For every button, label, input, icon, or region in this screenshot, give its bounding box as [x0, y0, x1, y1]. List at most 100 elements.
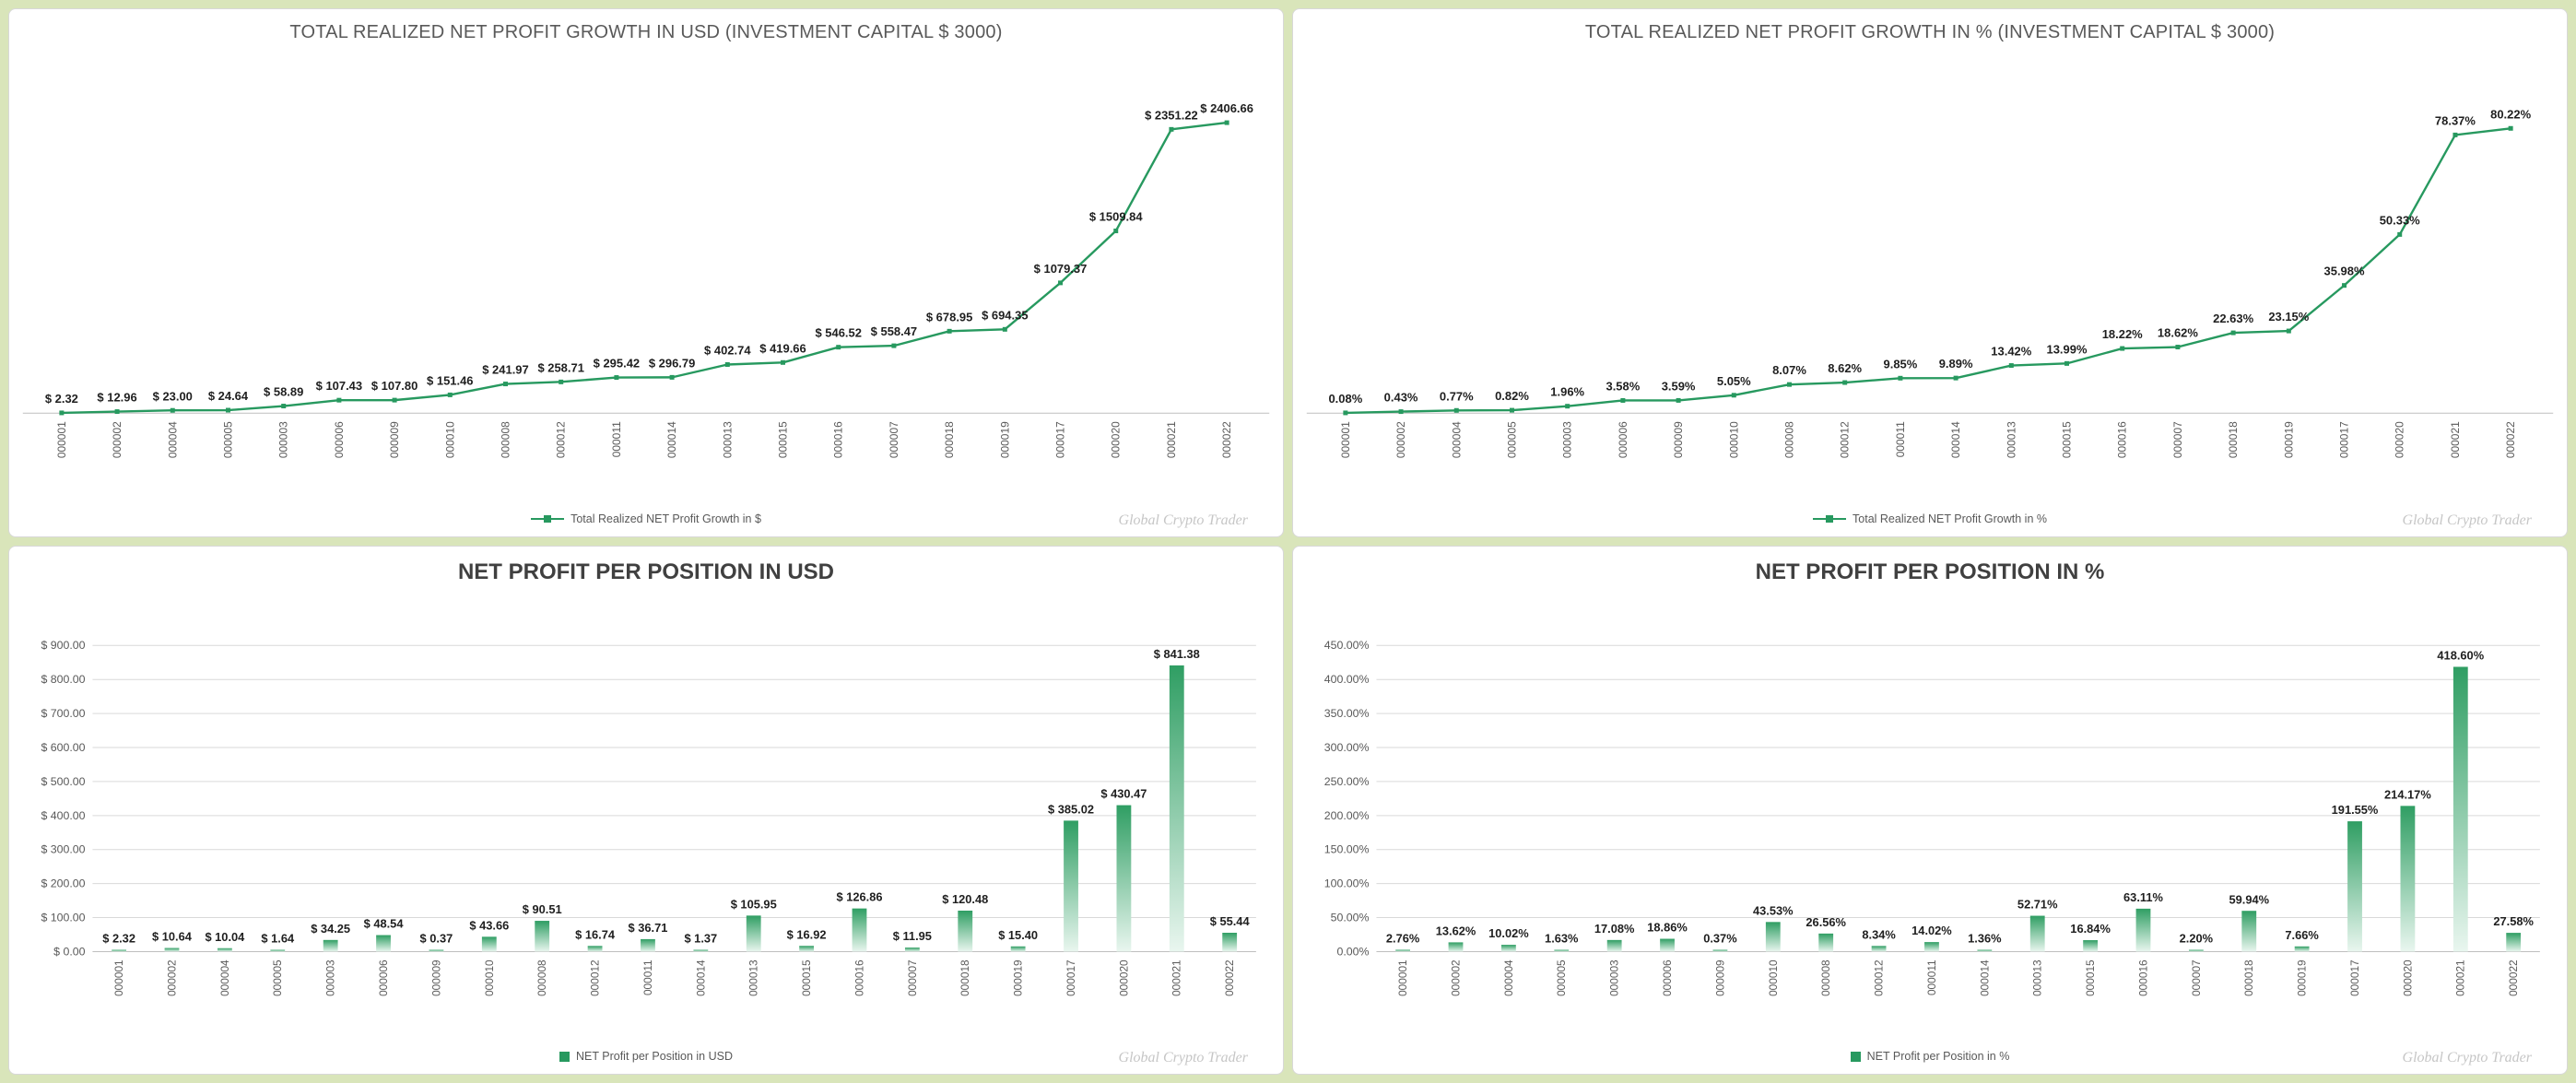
category-label: 000020	[1117, 959, 1130, 996]
y-tick-label: 300.00%	[1324, 741, 1370, 754]
data-label: 52.71%	[2017, 898, 2058, 912]
point-marker	[724, 362, 730, 367]
data-label: 8.34%	[1862, 927, 1896, 941]
point-marker	[2120, 346, 2125, 351]
data-label: $ 0.37	[420, 932, 453, 946]
point-marker	[2175, 345, 2181, 350]
watermark: Global Crypto Trader	[2402, 512, 2532, 528]
category-label: 000020	[2401, 959, 2414, 996]
category-label: 000013	[747, 959, 760, 996]
bar	[1169, 665, 1184, 952]
y-tick-label: $ 400.00	[41, 809, 85, 822]
category-label: 000017	[2338, 421, 2351, 458]
point-marker	[781, 359, 786, 365]
y-tick-label: $ 0.00	[53, 945, 85, 958]
bar	[1064, 820, 1078, 952]
data-label: 2.76%	[1386, 932, 1420, 946]
data-label: $ 43.66	[469, 918, 509, 932]
data-label: $ 23.00	[153, 389, 193, 403]
y-tick-label: $ 600.00	[41, 741, 85, 754]
category-label: 000012	[555, 421, 568, 458]
point-marker	[1953, 375, 1958, 381]
y-tick-label: $ 200.00	[41, 877, 85, 890]
data-label: 63.11%	[2123, 890, 2163, 904]
y-tick-label: 50.00%	[1331, 912, 1370, 924]
point-marker	[1224, 120, 1229, 125]
category-label: 000010	[1727, 421, 1740, 458]
point-marker	[1169, 126, 1174, 132]
category-label: 000018	[959, 959, 971, 996]
point-marker	[2230, 330, 2236, 335]
bar	[2452, 666, 2468, 952]
bar	[535, 921, 550, 952]
chart-legend: Total Realized NET Profit Growth in %	[1813, 512, 2047, 525]
bar	[1977, 949, 1993, 952]
bar-chart-profit-per-position-usd: $ 0.00 $ 100.00 $ 200.00 $ 300.00 $ 400.00 $ …	[41, 639, 1256, 996]
chart-footer: NET Profit per Position in % Global Cryp…	[1293, 1044, 2567, 1068]
chart-legend: NET Profit per Position in USD	[559, 1050, 733, 1063]
point-marker	[447, 392, 453, 397]
y-tick-label: 0.00%	[1337, 945, 1370, 958]
category-label: 000015	[2061, 421, 2074, 458]
chart-panel-profit-per-position-pct: NET PROFIT PER POSITION IN % 0.00% 50.00%…	[1292, 546, 2568, 1075]
category-label: 000015	[2084, 959, 2097, 996]
data-label: $ 546.52	[815, 326, 861, 340]
chart-panel-profit-per-position-usd: NET PROFIT PER POSITION IN USD $ 0.00 $ 1…	[8, 546, 1284, 1075]
data-label: 16.84%	[2070, 922, 2111, 936]
category-label: 000005	[271, 959, 284, 996]
data-label: $ 48.54	[364, 917, 405, 931]
bar	[2083, 940, 2099, 952]
data-label: $ 841.38	[1154, 647, 1200, 661]
bar	[641, 938, 655, 952]
data-label: $ 15.40	[998, 928, 1038, 942]
category-label: 000005	[221, 421, 234, 458]
bar	[1765, 922, 1781, 952]
chart-footer: Total Realized NET Profit Growth in % Gl…	[1293, 507, 2567, 531]
category-label: 000003	[277, 421, 290, 458]
point-marker	[1565, 404, 1570, 409]
line-series	[1345, 127, 2511, 415]
data-label: 7.66%	[2285, 928, 2319, 942]
category-label: 000014	[1949, 421, 1962, 458]
category-label: 000016	[2136, 959, 2149, 996]
data-label: 13.99%	[2047, 342, 2088, 356]
category-label: 000008	[535, 959, 548, 996]
category-label: 000016	[853, 959, 865, 996]
bar	[2241, 911, 2257, 952]
data-label: $ 430.47	[1100, 787, 1147, 801]
category-label: 000022	[2504, 421, 2517, 458]
bar	[2347, 821, 2362, 952]
category-label: 000013	[2031, 959, 2044, 996]
bar	[2506, 933, 2522, 952]
point-marker	[1787, 382, 1792, 387]
category-label: 000013	[2005, 421, 2017, 458]
point-marker	[2008, 363, 2014, 369]
category-label: 000012	[589, 959, 602, 996]
category-label: 000006	[333, 421, 346, 458]
y-tick-label: 150.00%	[1324, 843, 1370, 856]
category-label: 000005	[1555, 959, 1568, 996]
category-label: 000003	[1608, 959, 1621, 996]
data-label: $ 12.96	[97, 391, 136, 405]
category-label: 000007	[906, 959, 919, 996]
data-label: 8.62%	[1828, 361, 1862, 375]
category-label: 000001	[1396, 959, 1409, 996]
line-chart-total-growth-pct: 0.08% 0.43% 0.77% 0.82% 1.96% 3.58% 3.59% 5.05%…	[1306, 107, 2554, 458]
bar	[217, 948, 232, 952]
point-marker	[2286, 328, 2291, 334]
data-label: 191.55%	[2332, 803, 2379, 817]
point-marker	[225, 407, 230, 413]
data-label: 18.86%	[1647, 921, 1688, 935]
category-label: 000009	[1713, 959, 1726, 996]
bar	[429, 949, 444, 952]
y-tick-label: $ 900.00	[41, 639, 85, 652]
bar	[2188, 949, 2204, 952]
category-label: 000008	[1819, 959, 1832, 996]
bar	[1554, 949, 1570, 952]
category-label: 000002	[1449, 959, 1462, 996]
bar	[587, 946, 603, 952]
data-label: 18.22%	[2102, 327, 2143, 341]
category-label: 000018	[943, 421, 956, 458]
data-label: 43.53%	[1753, 903, 1794, 917]
category-label: 000019	[998, 421, 1011, 458]
